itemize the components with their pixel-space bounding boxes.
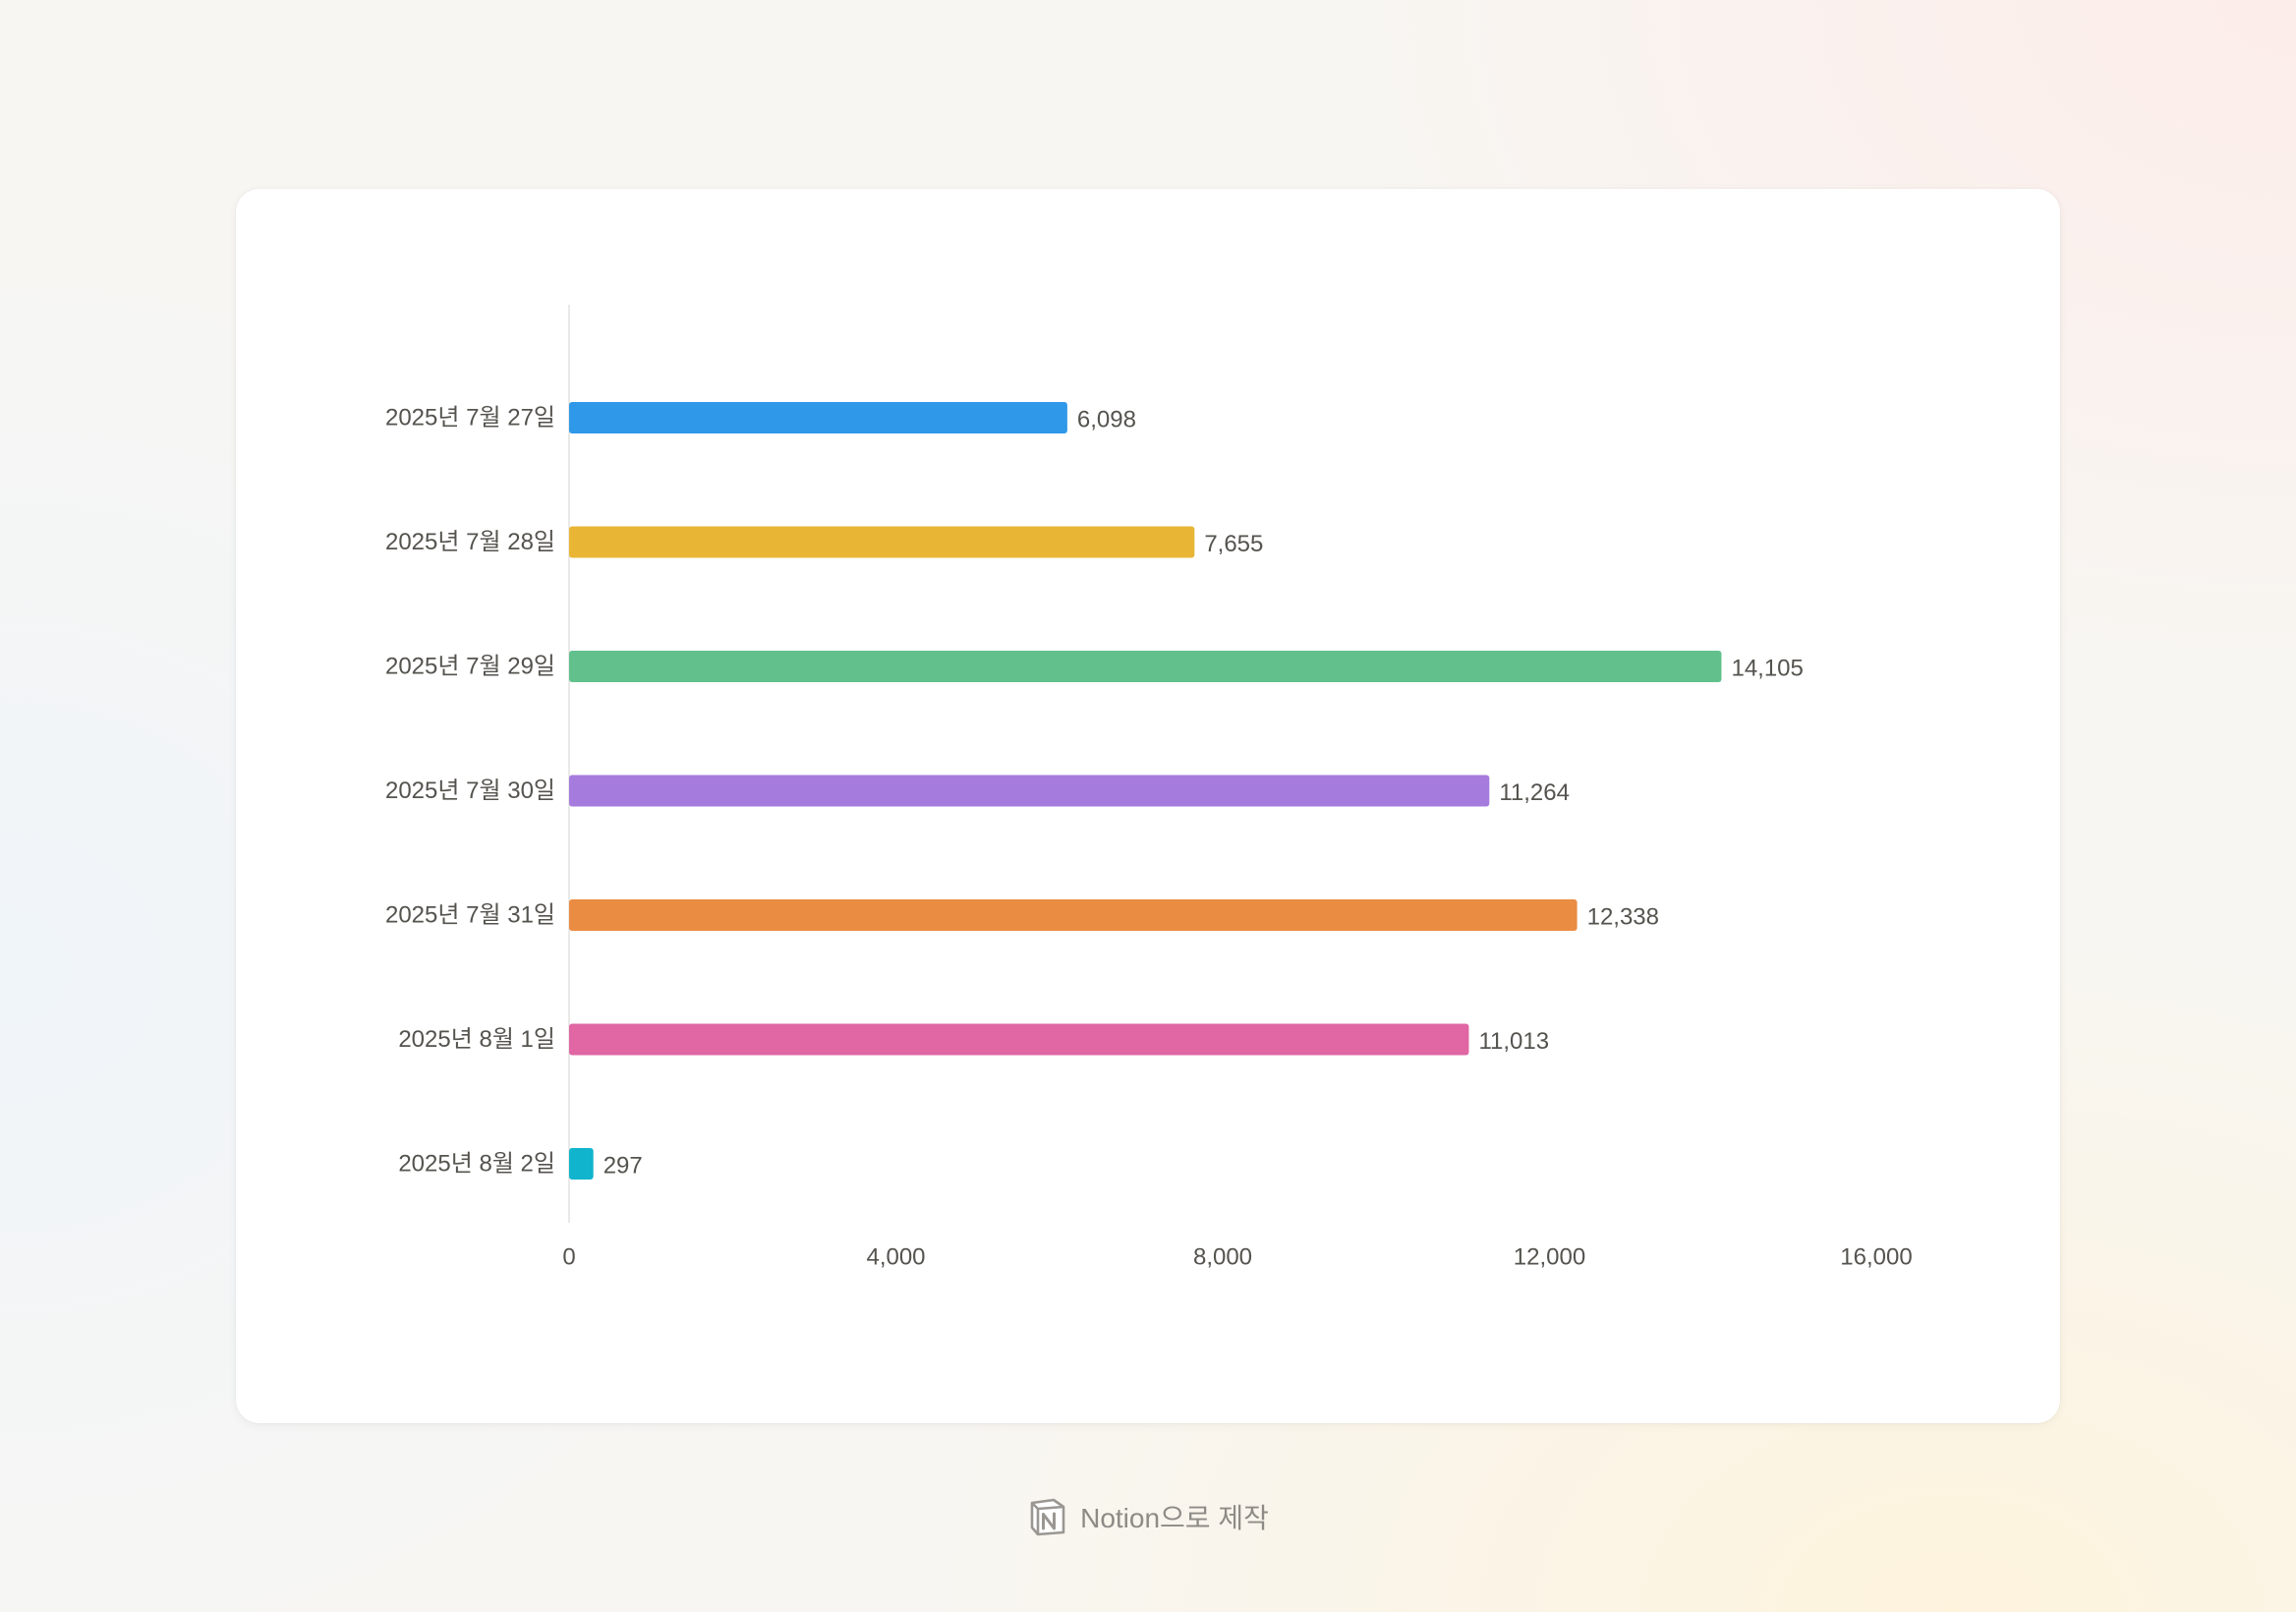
category-label: 2025년 8월 1일: [398, 1026, 555, 1053]
category-label: 2025년 7월 29일: [385, 654, 555, 680]
footer[interactable]: Notion으로 제작: [0, 1492, 2296, 1541]
data-label: 14,105: [1731, 656, 1803, 682]
data-label: 11,013: [1478, 1028, 1549, 1055]
x-tick-label: 12,000: [1514, 1244, 1585, 1271]
bar[interactable]: [569, 899, 1578, 931]
category-label: 2025년 7월 31일: [385, 902, 555, 929]
x-tick-label: 0: [562, 1244, 575, 1271]
data-label: 11,264: [1499, 779, 1570, 806]
x-tick-label: 8,000: [1193, 1244, 1252, 1271]
x-tick-label: 16,000: [1840, 1244, 1912, 1271]
chart-card: 2025년 7월 27일 6,098 2025년 7월 28일 7,655 2025년 …: [236, 189, 2060, 1423]
category-label: 2025년 7월 27일: [385, 405, 555, 432]
bar[interactable]: [569, 1148, 594, 1180]
footer-text: Notion으로 제작: [1080, 1503, 1269, 1533]
category-label: 2025년 7월 28일: [385, 529, 555, 555]
bar[interactable]: [569, 526, 1195, 558]
data-label: 6,098: [1077, 407, 1136, 433]
data-label: 7,655: [1204, 531, 1263, 557]
bar[interactable]: [569, 775, 1490, 807]
bar[interactable]: [569, 651, 1722, 682]
bar-chart: 2025년 7월 27일 6,098 2025년 7월 28일 7,655 2025년 …: [385, 305, 1913, 1271]
bar[interactable]: [569, 402, 1067, 433]
notion-logo-icon: [1030, 1498, 1065, 1536]
category-label: 2025년 7월 30일: [385, 777, 555, 804]
data-label: 297: [603, 1153, 643, 1180]
x-tick-label: 4,000: [866, 1244, 925, 1271]
bar[interactable]: [569, 1023, 1469, 1056]
category-label: 2025년 8월 2일: [398, 1151, 555, 1178]
data-label: 12,338: [1587, 904, 1659, 931]
